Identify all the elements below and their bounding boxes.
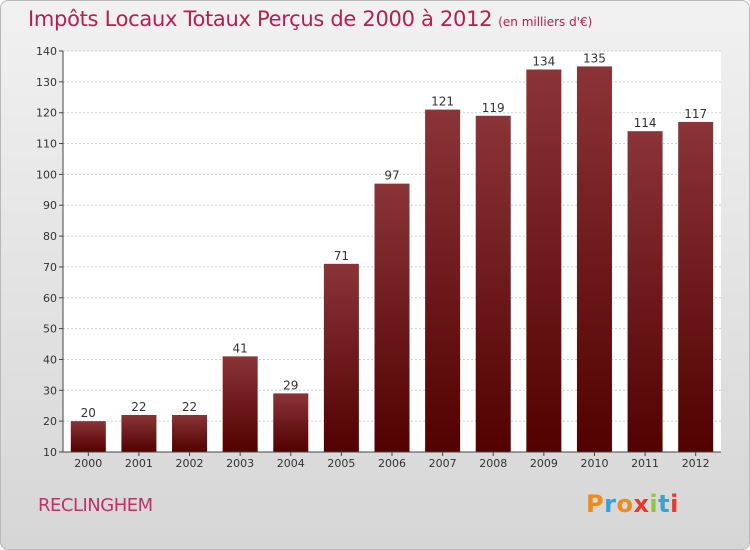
x-tick-label: 2004 bbox=[277, 457, 305, 470]
x-tick-label: 2012 bbox=[682, 457, 710, 470]
y-tick-label: 30 bbox=[43, 384, 57, 397]
y-tick-label: 50 bbox=[43, 323, 57, 336]
logo-letter: t bbox=[658, 490, 671, 518]
y-tick-label: 10 bbox=[43, 446, 57, 459]
y-tick-label: 70 bbox=[43, 261, 57, 274]
bar-value-label: 29 bbox=[283, 378, 298, 392]
bar-value-label: 97 bbox=[384, 169, 399, 183]
logo-letter: o bbox=[616, 490, 634, 518]
bar bbox=[323, 263, 359, 452]
bar bbox=[374, 183, 410, 452]
bar bbox=[222, 356, 258, 452]
y-tick-label: 90 bbox=[43, 199, 57, 212]
y-tick-label: 110 bbox=[36, 138, 57, 151]
y-tick-label: 80 bbox=[43, 230, 57, 243]
proxiti-logo[interactable]: Proxiti bbox=[586, 490, 679, 518]
x-tick-label: 2009 bbox=[530, 457, 558, 470]
x-tick-label: 2010 bbox=[580, 457, 608, 470]
bar-value-label: 121 bbox=[431, 95, 454, 109]
bar-value-label: 20 bbox=[81, 406, 96, 420]
x-tick-label: 2008 bbox=[479, 457, 507, 470]
x-tick-label: 2001 bbox=[125, 457, 153, 470]
bar bbox=[627, 131, 663, 452]
bar-value-label: 117 bbox=[684, 107, 707, 121]
y-tick-label: 130 bbox=[36, 76, 57, 89]
chart-title-text: Impôts Locaux Totaux Perçus de 2000 à 20… bbox=[28, 7, 493, 31]
bar bbox=[678, 121, 714, 452]
bar-value-label: 119 bbox=[482, 101, 505, 115]
logo-letter: x bbox=[633, 490, 650, 518]
bar-value-label: 22 bbox=[182, 400, 197, 414]
bar-value-label: 41 bbox=[233, 341, 248, 355]
logo-letter: i bbox=[649, 490, 659, 518]
logo-letter: r bbox=[604, 490, 617, 518]
chart-title: Impôts Locaux Totaux Perçus de 2000 à 20… bbox=[28, 7, 592, 31]
y-tick-label: 40 bbox=[43, 353, 57, 366]
y-tick-label: 20 bbox=[43, 415, 57, 428]
logo-letter: i bbox=[670, 490, 679, 518]
x-tick-label: 2002 bbox=[176, 457, 204, 470]
bar-value-label: 22 bbox=[131, 400, 146, 414]
x-tick-label: 2006 bbox=[378, 457, 406, 470]
bar bbox=[172, 414, 208, 452]
y-tick-label: 120 bbox=[36, 107, 57, 120]
chart-unit-label: (en milliers d'€) bbox=[498, 15, 593, 29]
bar-value-label: 71 bbox=[334, 249, 349, 263]
x-tick-label: 2003 bbox=[226, 457, 254, 470]
y-tick-label: 140 bbox=[36, 45, 57, 58]
bar bbox=[526, 69, 562, 452]
bar bbox=[273, 393, 309, 452]
y-tick-label: 100 bbox=[36, 168, 57, 181]
bar-value-label: 114 bbox=[634, 116, 657, 130]
bar bbox=[121, 414, 157, 452]
bar bbox=[576, 66, 612, 452]
city-name: RECLINGHEM bbox=[38, 495, 153, 516]
logo-letter: P bbox=[586, 490, 605, 518]
x-tick-label: 2011 bbox=[631, 457, 659, 470]
bar bbox=[70, 421, 106, 452]
x-tick-label: 2007 bbox=[429, 457, 457, 470]
x-tick-label: 2000 bbox=[74, 457, 102, 470]
bar-value-label: 135 bbox=[583, 51, 606, 65]
y-tick-label: 60 bbox=[43, 292, 57, 305]
bar bbox=[425, 109, 461, 452]
bar bbox=[475, 115, 511, 453]
x-tick-label: 2005 bbox=[327, 457, 355, 470]
bar-value-label: 134 bbox=[532, 55, 555, 69]
